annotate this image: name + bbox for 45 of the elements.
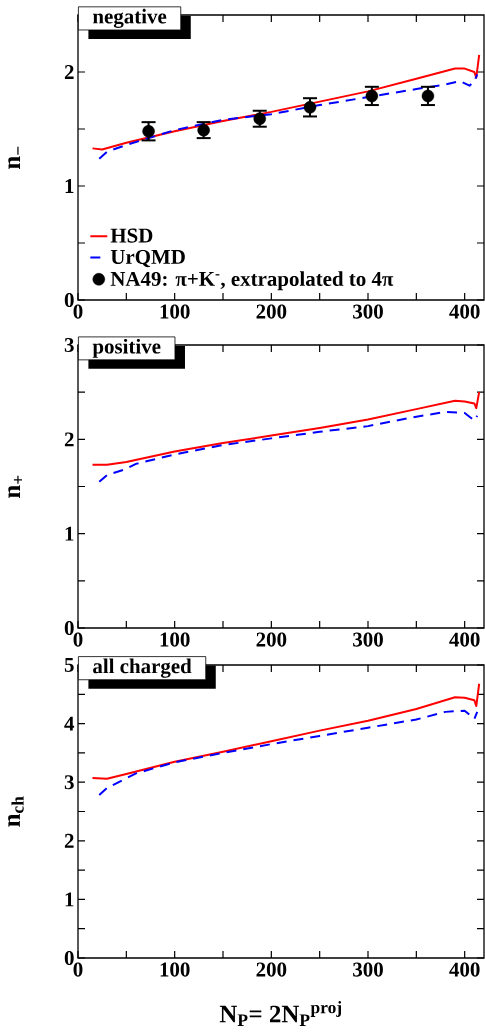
y-axis-title: n$_{ch}$	[8, 796, 24, 827]
y-tick-label: 0	[64, 620, 74, 636]
y-tick-label: 3	[64, 337, 74, 353]
x-tick-label: 100	[160, 304, 190, 319]
x-tick-label: 300	[353, 632, 383, 647]
x-tick-label: 300	[353, 962, 383, 977]
y-axis-title: n$_{+}$	[8, 475, 22, 498]
line-series	[91, 53, 481, 151]
y-tick-label: 5	[64, 658, 74, 672]
point	[303, 101, 317, 114]
line-series	[98, 73, 479, 160]
x-tick-label: 100	[160, 962, 190, 977]
x-tick-label: 400	[449, 304, 480, 319]
y-tick-label: 3	[64, 775, 74, 790]
legend-label: NA49: π+K$^{-}$, extrapolated to 4π	[110, 271, 394, 291]
y-tick-label: 2	[64, 833, 74, 848]
chart-title: positive	[92, 338, 161, 358]
y-tick-label: 1	[65, 526, 74, 541]
legend-label: UrQMD	[110, 249, 185, 268]
line-series	[91, 682, 481, 780]
x-tick-label: 300	[353, 304, 383, 319]
y-tick-label: 2	[64, 432, 74, 447]
chart-title: all charged	[93, 658, 192, 678]
chart-title: negative	[92, 8, 167, 28]
y-axis-title: n$_{−}$	[8, 146, 21, 169]
x-tick-label: 200	[256, 962, 287, 977]
x-tick-label: 200	[256, 632, 287, 647]
x-tick-label: 400	[449, 962, 480, 977]
line-series	[98, 410, 479, 483]
legend-label: HSD	[110, 228, 153, 243]
point	[142, 125, 155, 138]
point	[421, 89, 435, 103]
y-tick-label: 1	[65, 892, 74, 907]
x-tick-label: 200	[256, 304, 287, 319]
y-tick-label: 0	[64, 292, 74, 308]
line-series	[91, 391, 481, 466]
x-tick-label: 400	[449, 632, 480, 647]
x-tick-label: 100	[160, 632, 190, 647]
y-tick-label: 1	[65, 179, 74, 193]
x-axis-title: N$_{P}$= 2N$_{P}$proj	[219, 1001, 342, 1026]
line-series	[98, 709, 479, 797]
y-tick-label: 2	[64, 65, 74, 79]
y-tick-label: 4	[64, 716, 75, 731]
point	[365, 89, 379, 103]
y-tick-label: 0	[64, 950, 74, 966]
